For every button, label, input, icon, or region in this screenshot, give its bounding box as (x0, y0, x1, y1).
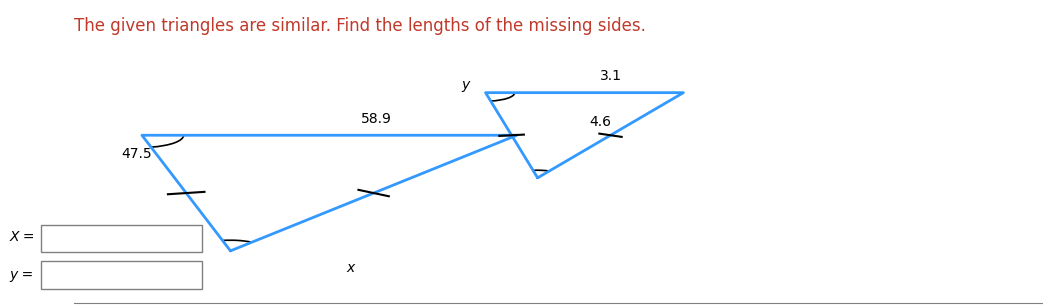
FancyBboxPatch shape (41, 262, 203, 289)
FancyBboxPatch shape (41, 225, 203, 252)
Text: 58.9: 58.9 (360, 111, 392, 126)
Text: y: y (461, 78, 470, 92)
Text: The given triangles are similar. Find the lengths of the missing sides.: The given triangles are similar. Find th… (74, 17, 646, 35)
Text: y =: y = (9, 268, 34, 282)
Text: X =: X = (9, 230, 35, 244)
Text: 47.5: 47.5 (122, 146, 152, 161)
Text: 3.1: 3.1 (600, 69, 622, 83)
Text: x: x (346, 261, 354, 274)
Text: 4.6: 4.6 (590, 115, 612, 129)
